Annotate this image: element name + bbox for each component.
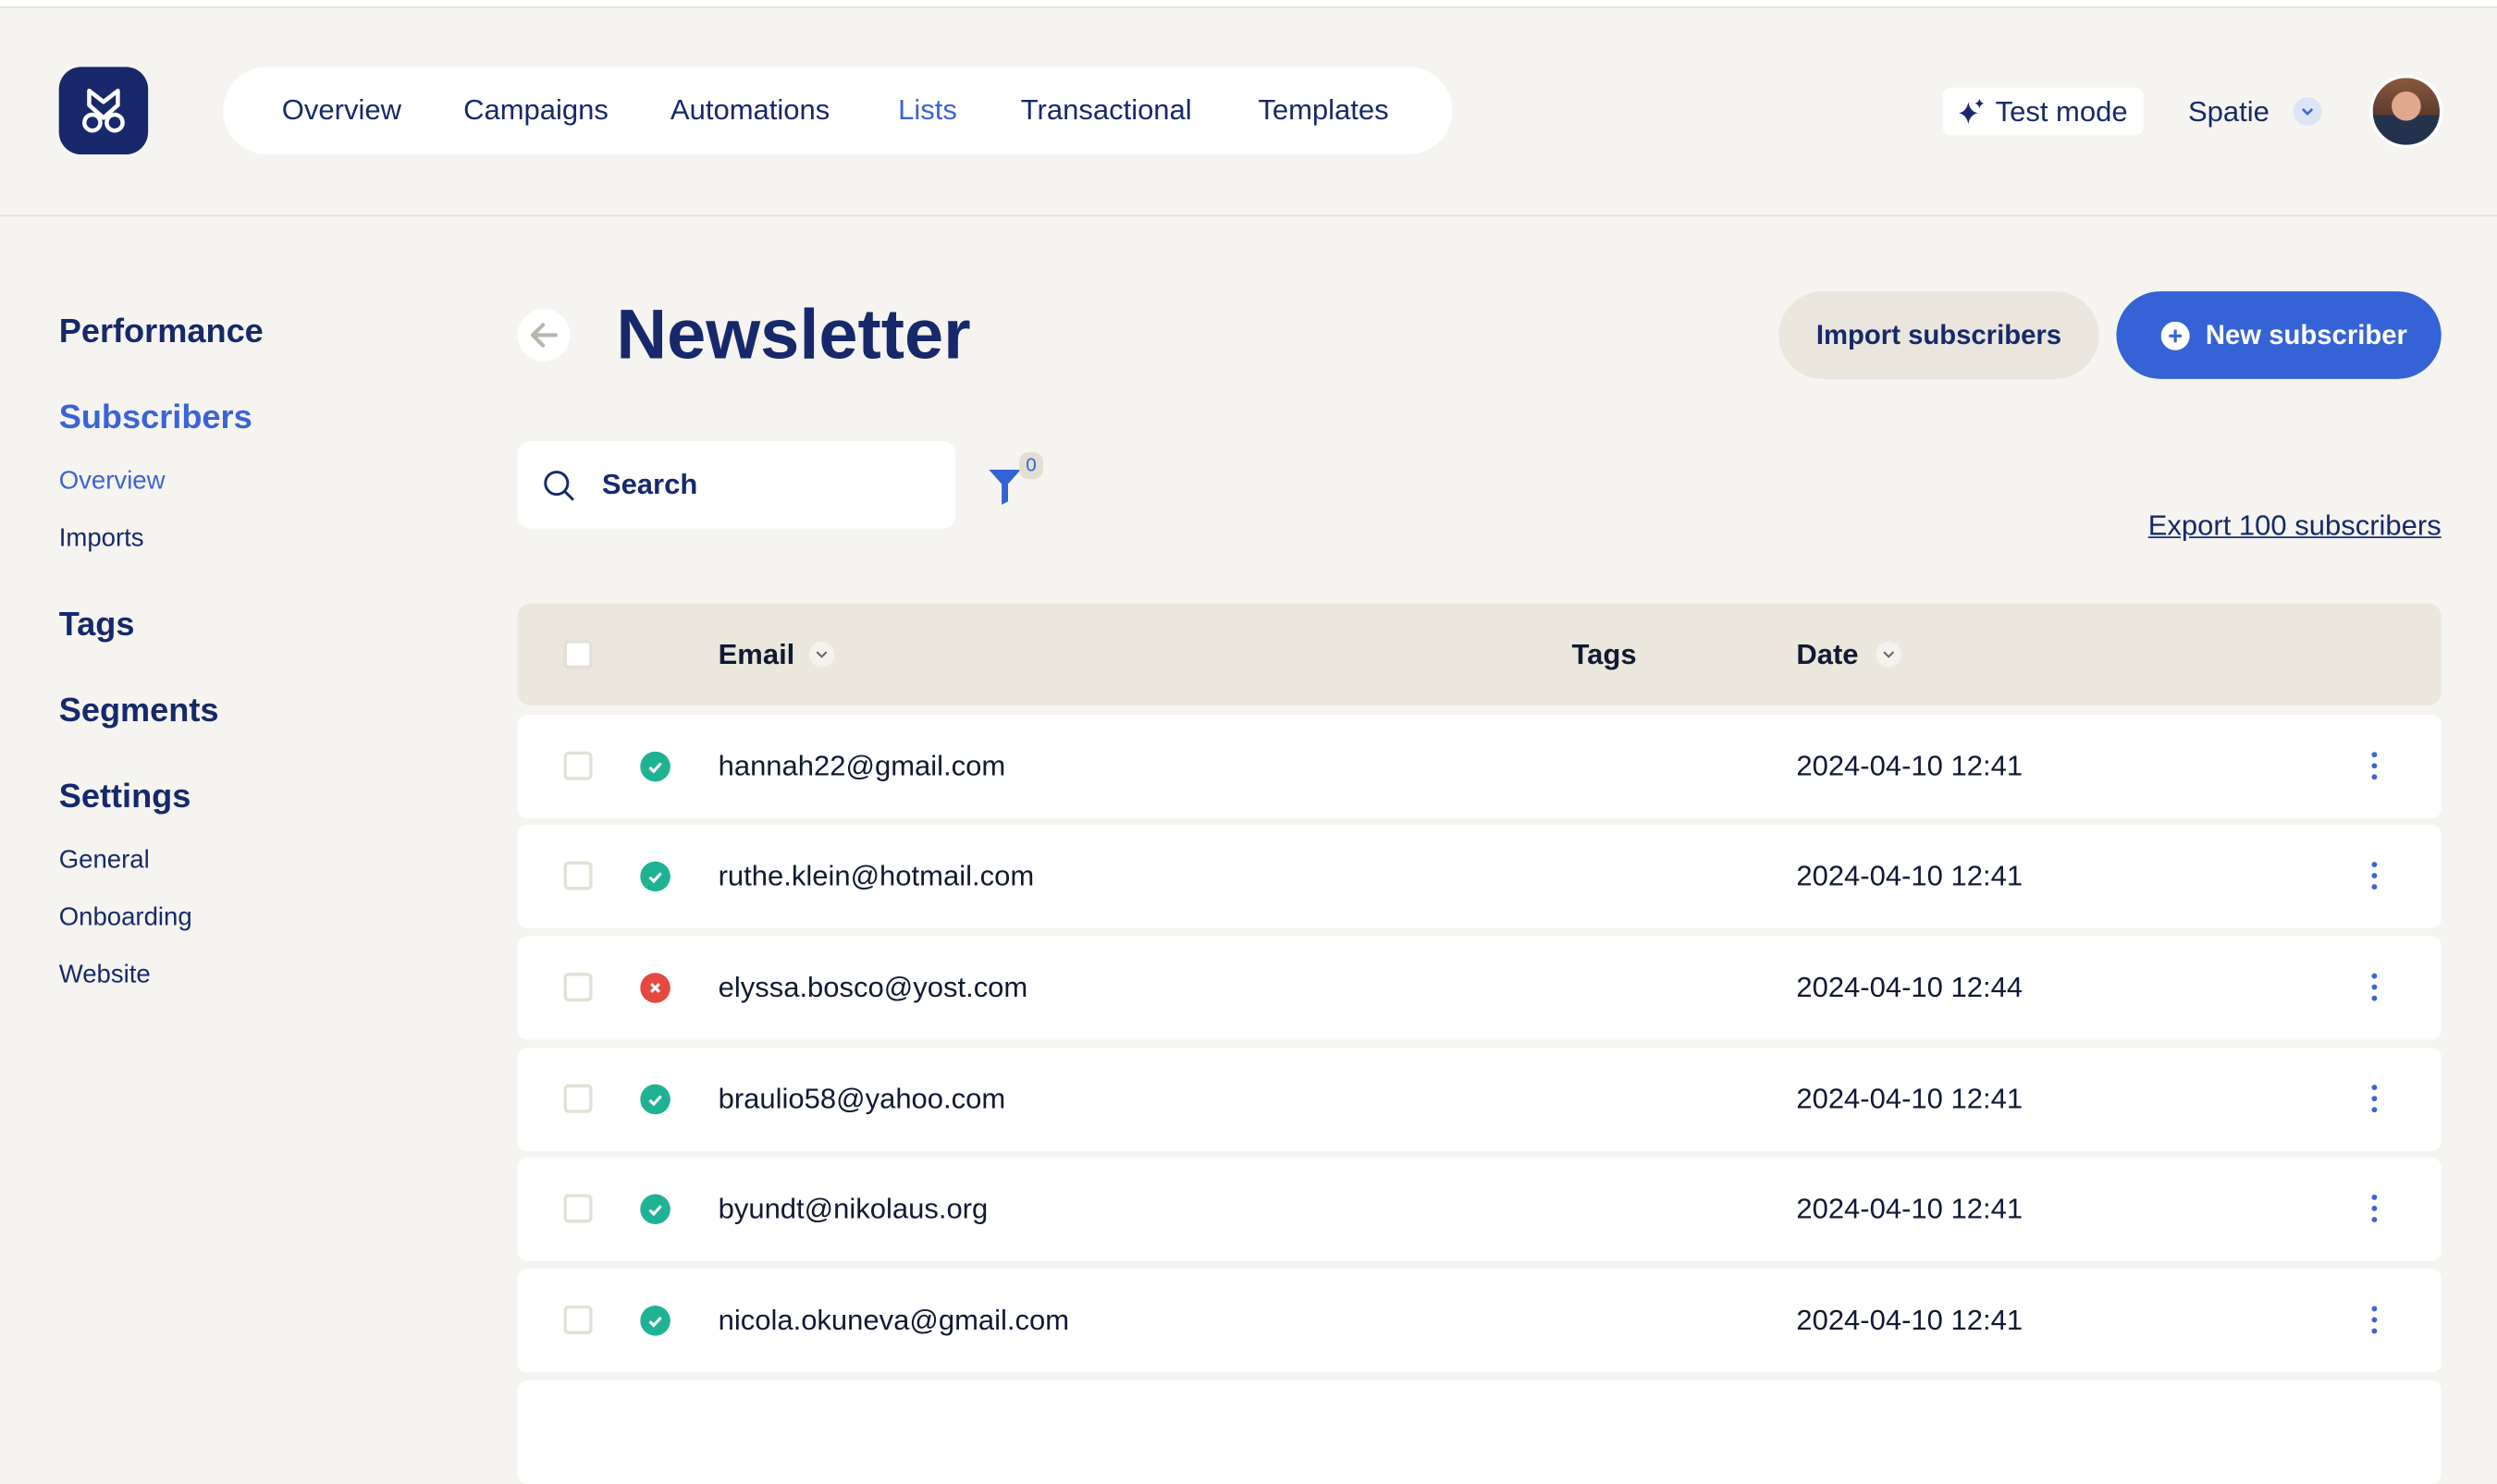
sidebar-general[interactable]: General (58, 847, 150, 875)
sparkles-icon (1958, 98, 1985, 125)
import-subscribers-button[interactable]: Import subscribers (1778, 291, 2099, 379)
more-vertical-icon[interactable] (2368, 971, 2381, 1002)
subscriber-email[interactable]: nicola.okuneva@gmail.com (718, 1304, 1070, 1336)
sidebar-subscribers[interactable]: Subscribers (58, 399, 252, 436)
subscriber-date: 2024-04-10 12:41 (1796, 1082, 2023, 1115)
row-checkbox[interactable] (563, 751, 593, 780)
page-title: Newsletter (616, 296, 971, 374)
chevron-down-icon (1883, 651, 1895, 658)
filter-icon (989, 469, 1021, 505)
logo[interactable] (58, 67, 149, 155)
check-circle-icon (640, 751, 670, 782)
chevron-down-icon (2302, 108, 2314, 116)
more-vertical-icon[interactable] (2368, 860, 2381, 891)
table-row[interactable] (517, 1380, 2442, 1484)
search-icon (544, 471, 574, 501)
sidebar-segments[interactable]: Segments (58, 693, 219, 730)
subscriber-email[interactable]: byundt@nikolaus.org (718, 1192, 989, 1225)
subscriber-date: 2024-04-10 12:41 (1796, 859, 2023, 892)
arrow-left-icon (530, 323, 559, 348)
nav-overview[interactable]: Overview (281, 93, 401, 127)
sidebar-website[interactable]: Website (58, 962, 151, 989)
search-input[interactable]: Search (517, 440, 956, 529)
check-circle-icon (640, 861, 670, 892)
plus-circle-icon (2160, 321, 2190, 350)
filter-button[interactable]: 0 (988, 452, 1052, 507)
table-row[interactable]: braulio58@yahoo.com 2024-04-10 12:41 (517, 1048, 2442, 1151)
row-checkbox[interactable] (563, 1084, 593, 1113)
main-nav: Overview Campaigns Automations Lists Tra… (223, 67, 1453, 155)
subscriber-email[interactable]: ruthe.klein@hotmail.com (718, 859, 1035, 892)
search-placeholder: Search (601, 468, 698, 500)
nav-campaigns[interactable]: Campaigns (463, 93, 609, 127)
sidebar-imports[interactable]: Imports (58, 525, 144, 553)
more-vertical-icon[interactable] (2368, 1083, 2381, 1114)
subscriber-date: 2024-04-10 12:41 (1796, 1192, 2023, 1225)
nav-automations[interactable]: Automations (670, 93, 830, 127)
avatar[interactable] (2369, 74, 2443, 149)
row-checkbox[interactable] (563, 1194, 593, 1223)
table-row[interactable]: ruthe.klein@hotmail.com 2024-04-10 12:41 (517, 824, 2442, 928)
chevron-down-icon (816, 651, 828, 658)
sidebar-subscribers-overview[interactable]: Overview (58, 468, 166, 496)
more-vertical-icon[interactable] (2368, 1193, 2381, 1224)
x-circle-icon (640, 973, 670, 1003)
subscriber-email[interactable]: braulio58@yahoo.com (718, 1082, 1006, 1115)
select-all-checkbox[interactable] (563, 640, 593, 669)
sidebar-settings[interactable]: Settings (58, 779, 191, 816)
team-name[interactable]: Spatie (2187, 95, 2269, 128)
column-email[interactable]: Email (718, 638, 795, 670)
sidebar-performance[interactable]: Performance (58, 313, 264, 350)
test-mode-label: Test mode (1995, 95, 2128, 128)
top-border (0, 0, 2497, 8)
subscriber-date: 2024-04-10 12:44 (1796, 971, 2023, 1003)
subscriber-email[interactable]: elyssa.bosco@yost.com (718, 971, 1028, 1003)
table-row[interactable]: hannah22@gmail.com 2024-04-10 12:41 (517, 715, 2442, 819)
date-sort-button[interactable] (1876, 641, 1901, 668)
filter-count-badge: 0 (1019, 452, 1043, 480)
check-circle-icon (640, 1194, 670, 1225)
nav-lists[interactable]: Lists (898, 93, 957, 127)
sidebar-onboarding[interactable]: Onboarding (58, 904, 192, 932)
subscriber-date: 2024-04-10 12:41 (1796, 750, 2023, 782)
export-subscribers-link[interactable]: Export 100 subscribers (2147, 509, 2442, 542)
mailcoach-logo-icon (82, 88, 125, 133)
table-header: Email Tags Date (517, 603, 2442, 705)
subscriber-email[interactable]: hannah22@gmail.com (718, 750, 1006, 782)
new-subscriber-button[interactable]: New subscriber (2116, 291, 2442, 379)
sidebar-tags[interactable]: Tags (58, 607, 135, 644)
table-row[interactable]: elyssa.bosco@yost.com 2024-04-10 12:44 (517, 936, 2442, 1040)
check-circle-icon (640, 1084, 670, 1115)
row-checkbox[interactable] (563, 861, 593, 890)
team-dropdown[interactable] (2293, 97, 2322, 127)
table-row[interactable]: nicola.okuneva@gmail.com 2024-04-10 12:41 (517, 1269, 2442, 1373)
back-button[interactable] (517, 309, 571, 362)
row-checkbox[interactable] (563, 1305, 593, 1334)
test-mode-button[interactable]: Test mode (1942, 87, 2144, 136)
row-checkbox[interactable] (563, 973, 593, 1002)
new-subscriber-label: New subscriber (2205, 320, 2407, 350)
email-sort-button[interactable] (808, 641, 835, 668)
more-vertical-icon[interactable] (2368, 750, 2381, 781)
more-vertical-icon[interactable] (2368, 1304, 2381, 1335)
column-tags: Tags (1571, 638, 1637, 670)
column-date[interactable]: Date (1796, 638, 1859, 670)
header (0, 8, 2497, 217)
nav-transactional[interactable]: Transactional (1020, 93, 1192, 127)
check-circle-icon (640, 1305, 670, 1336)
nav-templates[interactable]: Templates (1258, 93, 1389, 127)
subscriber-date: 2024-04-10 12:41 (1796, 1304, 2023, 1336)
table-row[interactable]: byundt@nikolaus.org 2024-04-10 12:41 (517, 1157, 2442, 1261)
